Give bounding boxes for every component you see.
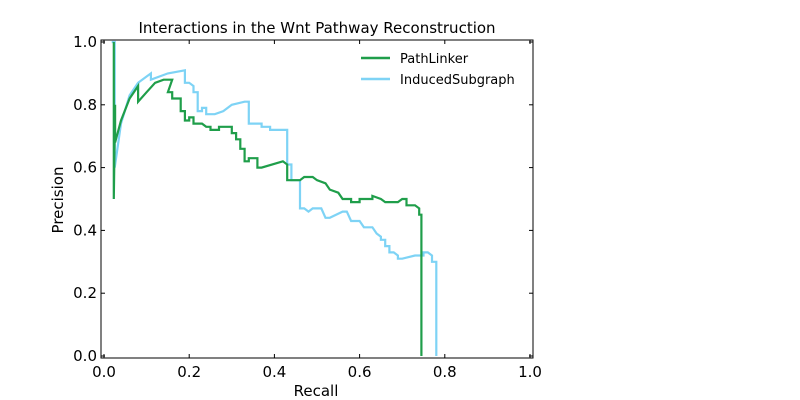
plot-area: [111, 40, 438, 356]
legend-label: InducedSubgraph: [400, 73, 515, 88]
y-tick-label: 1.0: [73, 33, 97, 51]
axis-ticks: 0.0 0.2 0.4 0.6 0.8 1.0 0.0 0.2 0.4 0.6 0.8 1.0: [73, 33, 542, 381]
x-tick-label: 1.0: [518, 363, 542, 381]
y-tick-label: 0.6: [73, 159, 97, 177]
y-tick-label: 0.0: [73, 347, 97, 365]
series-line-pathlinker: [112, 42, 423, 356]
x-tick-label: 0.8: [433, 363, 457, 381]
y-tick-label: 0.8: [73, 96, 97, 114]
legend: PathLinker InducedSubgraph: [361, 52, 515, 88]
chart-title: Interactions in the Wnt Pathway Reconstr…: [138, 19, 495, 37]
legend-label: PathLinker: [400, 52, 469, 67]
plot-frame: [100, 39, 534, 359]
x-tick-label: 0.0: [92, 363, 116, 381]
x-tick-label: 0.6: [348, 363, 372, 381]
x-tick-label: 0.4: [262, 363, 286, 381]
y-tick-label: 0.4: [73, 221, 97, 239]
y-tick-label: 0.2: [73, 284, 97, 302]
x-tick-label: 0.2: [177, 363, 201, 381]
series-line-inducedsubgraph: [111, 40, 438, 356]
x-axis-label: Recall: [294, 382, 339, 400]
y-axis-label: Precision: [49, 167, 67, 234]
